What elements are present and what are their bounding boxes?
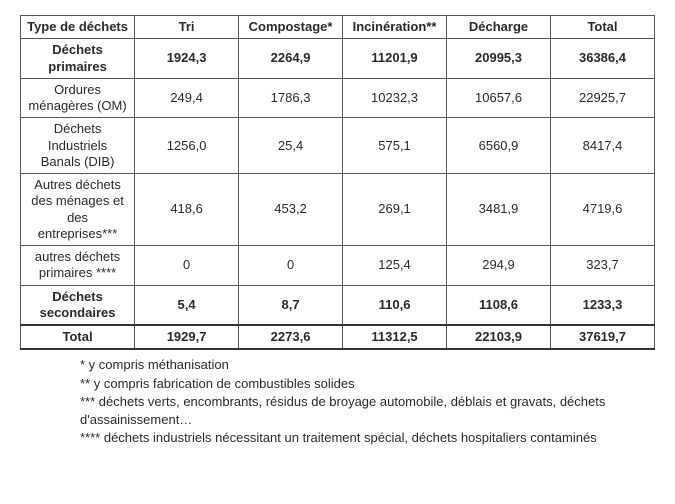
footnote: * y compris méthanisation [80,356,655,374]
cell: 0 [239,246,343,286]
cell: 1929,7 [135,325,239,349]
cell: 8417,4 [550,118,654,174]
cell: 22925,7 [550,78,654,118]
table-row: Déchets secondaires5,48,7110,61108,61233… [21,285,655,325]
cell: 575,1 [343,118,447,174]
cell: 249,4 [135,78,239,118]
cell: 3481,9 [447,174,551,246]
cell: 4719,6 [550,174,654,246]
row-label: autres déchets primaires **** [21,246,135,286]
cell: 11312,5 [343,325,447,349]
row-label: Déchets primaires [21,39,135,79]
cell: 11201,9 [343,39,447,79]
cell: 2264,9 [239,39,343,79]
cell: 5,4 [135,285,239,325]
col-header-total: Total [550,16,654,39]
row-label: Autres déchets des ménages et des entrep… [21,174,135,246]
row-label: Déchets secondaires [21,285,135,325]
table-row: Déchets Industriels Banals (DIB)1256,025… [21,118,655,174]
cell: 323,7 [550,246,654,286]
cell: 25,4 [239,118,343,174]
cell: 1233,3 [550,285,654,325]
cell: 8,7 [239,285,343,325]
col-header-incineration: Incinération** [343,16,447,39]
table-header-row: Type de déchets Tri Compostage* Incinéra… [21,16,655,39]
table-row: Autres déchets des ménages et des entrep… [21,174,655,246]
row-label: Déchets Industriels Banals (DIB) [21,118,135,174]
cell: 36386,4 [550,39,654,79]
cell: 1108,6 [447,285,551,325]
table-row: Ordures ménagères (OM)249,41786,310232,3… [21,78,655,118]
cell: 1924,3 [135,39,239,79]
row-label: Total [21,325,135,349]
cell: 6560,9 [447,118,551,174]
col-header-compostage: Compostage* [239,16,343,39]
cell: 37619,7 [550,325,654,349]
cell: 22103,9 [447,325,551,349]
table-row: Déchets primaires1924,32264,911201,92099… [21,39,655,79]
footnotes: * y compris méthanisation** y compris fa… [20,356,655,447]
cell: 1786,3 [239,78,343,118]
col-header-decharge: Décharge [447,16,551,39]
table-row: Total1929,72273,611312,522103,937619,7 [21,325,655,349]
cell: 2273,6 [239,325,343,349]
cell: 418,6 [135,174,239,246]
table-body: Déchets primaires1924,32264,911201,92099… [21,39,655,350]
footnote: ** y compris fabrication de combustibles… [80,375,655,393]
cell: 10232,3 [343,78,447,118]
waste-table: Type de déchets Tri Compostage* Incinéra… [20,15,655,350]
footnote: *** déchets verts, encombrants, résidus … [80,393,655,428]
cell: 10657,6 [447,78,551,118]
cell: 1256,0 [135,118,239,174]
col-header-tri: Tri [135,16,239,39]
footnote: **** déchets industriels nécessitant un … [80,429,655,447]
table-row: autres déchets primaires ****00125,4294,… [21,246,655,286]
cell: 110,6 [343,285,447,325]
cell: 20995,3 [447,39,551,79]
cell: 269,1 [343,174,447,246]
row-label: Ordures ménagères (OM) [21,78,135,118]
cell: 0 [135,246,239,286]
col-header-type: Type de déchets [21,16,135,39]
cell: 294,9 [447,246,551,286]
cell: 453,2 [239,174,343,246]
cell: 125,4 [343,246,447,286]
